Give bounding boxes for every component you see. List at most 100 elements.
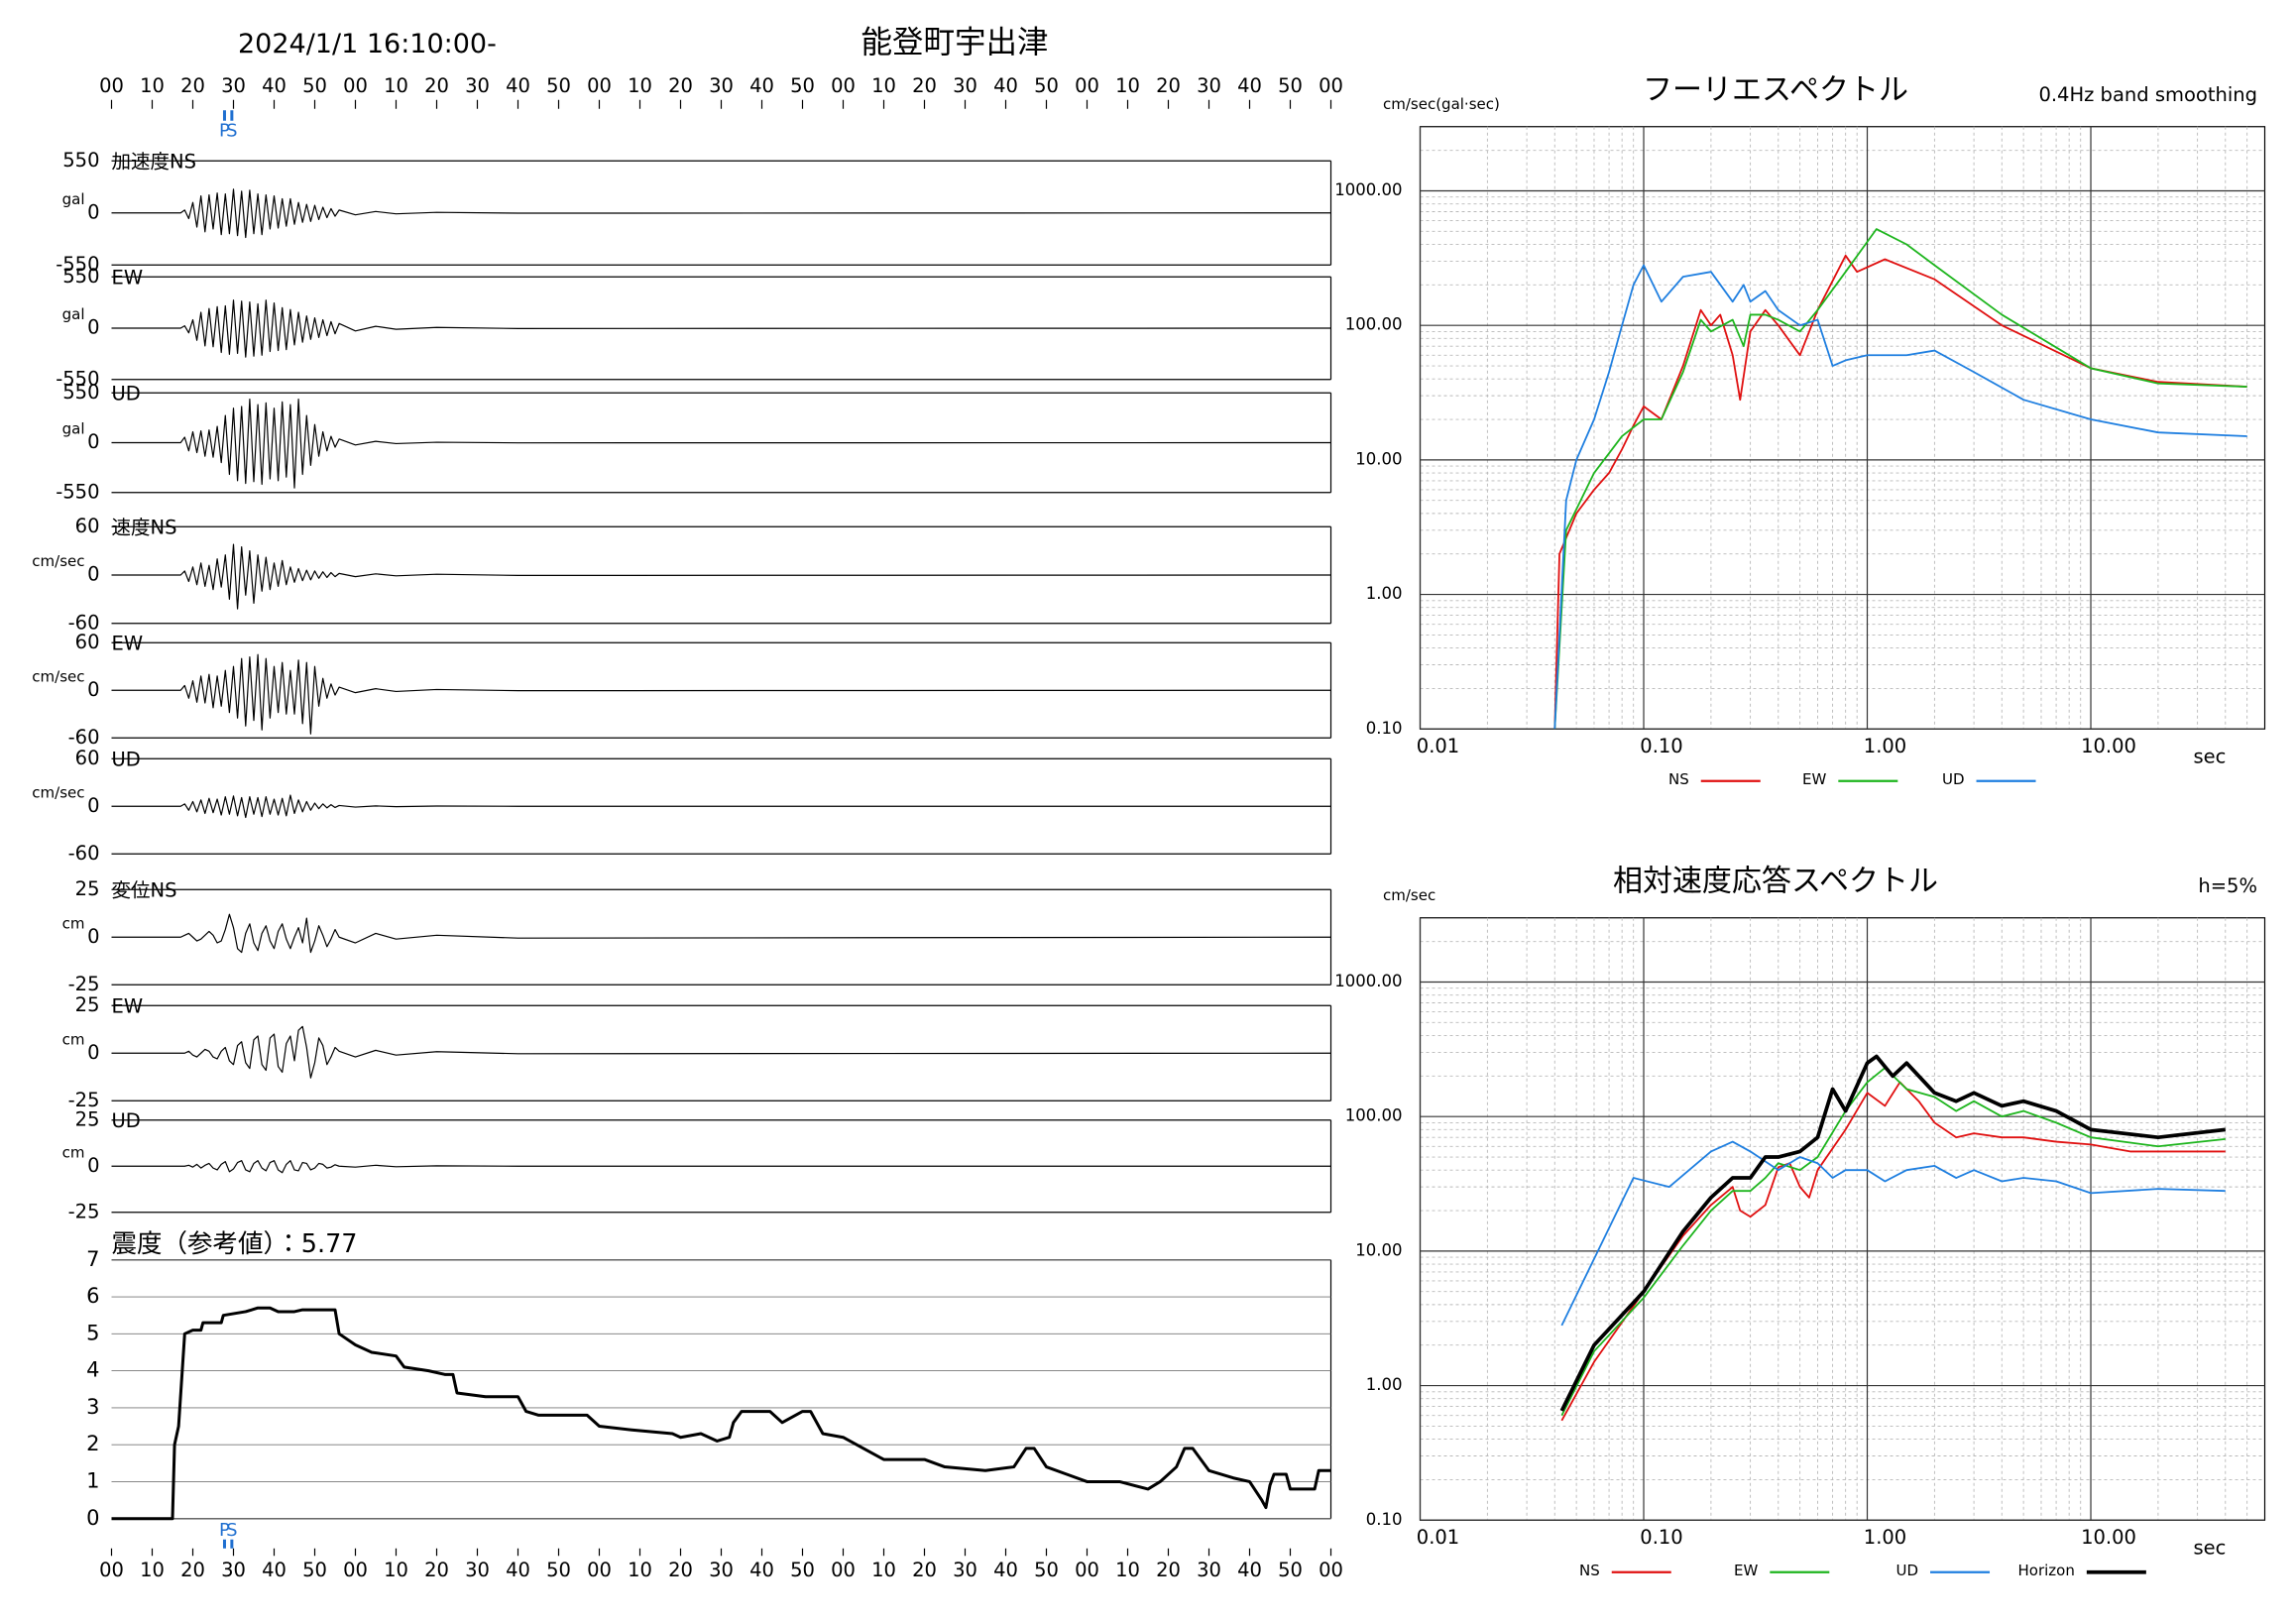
y-tick-label: 0 (87, 563, 99, 586)
y-tick-label: 0 (87, 1041, 99, 1064)
x-tick-label: 40 (993, 74, 1018, 97)
y-tick-label: 10.00 (1355, 449, 1402, 468)
y-tick-label: 100.00 (1345, 1106, 1403, 1125)
series-line (1560, 1081, 2226, 1422)
y-tick-label: 0 (87, 925, 99, 948)
y-tick-label: 6 (86, 1284, 99, 1308)
x-tick-label: 00 (1075, 1559, 1099, 1581)
chart-title: フーリエスペクトル (1643, 72, 1908, 107)
x-tick-label: 00 (1075, 74, 1099, 97)
x-tick-label: 00 (831, 1559, 856, 1581)
x-tick-label: 40 (993, 1559, 1018, 1581)
y-tick-label: 0 (87, 430, 99, 453)
trace (111, 913, 1331, 954)
x-tick-label: 00 (343, 74, 368, 97)
x-tick-label: 20 (424, 1559, 449, 1581)
chart-subtitle: 0.4Hz band smoothing (2038, 83, 2257, 106)
panel-title: EW (112, 994, 144, 1017)
x-tick-label: 1.00 (1864, 1526, 1906, 1549)
x-tick-label: 30 (709, 1559, 734, 1581)
x-tick-label: 20 (1156, 74, 1181, 97)
y-tick-label: 0.10 (1366, 719, 1403, 738)
x-tick-label: 10.00 (2081, 735, 2136, 757)
trace (111, 188, 1331, 239)
unit-label: gal (62, 305, 85, 323)
phase-label: P (219, 1520, 230, 1541)
x-tick-label: 1.00 (1864, 735, 1906, 757)
trace (111, 1306, 1331, 1521)
y-tick-label: -550 (56, 253, 99, 276)
y-tick-label: 550 (62, 265, 99, 288)
y-tick-label: 1000.00 (1334, 972, 1402, 990)
x-tick-label: 10.00 (2081, 1526, 2136, 1549)
panel-title: 加速度NS (112, 150, 196, 173)
x-tick-label: 20 (912, 1559, 937, 1581)
x-tick-label: 10 (1115, 74, 1140, 97)
x-tick-label: 0.10 (1640, 1526, 1682, 1549)
unit-label: cm (62, 914, 85, 932)
x-tick-label: 10 (140, 74, 165, 97)
x-tick-label: 50 (1034, 1559, 1059, 1581)
trace (111, 299, 1331, 358)
unit-label: gal (62, 190, 85, 208)
y-tick-label: 25 (75, 877, 100, 900)
phase-label: S (226, 1520, 237, 1541)
station-name: 能登町宇出津 (861, 25, 1048, 60)
x-tick-label: 50 (302, 74, 327, 97)
x-tick-label: 50 (790, 74, 815, 97)
x-tick-label: 10 (384, 1559, 408, 1581)
y-tick-label: 60 (75, 515, 100, 537)
x-tick-label: 50 (302, 1559, 327, 1581)
panel-title: EW (112, 632, 144, 654)
panel-title: UD (112, 748, 141, 770)
x-tick-label: 20 (1156, 1559, 1181, 1581)
x-tick-label: 40 (749, 74, 774, 97)
y-tick-label: 0 (87, 316, 99, 339)
x-tick-label: 30 (953, 1559, 977, 1581)
x-tick-label: 30 (1197, 1559, 1221, 1581)
series-line (1559, 1054, 2227, 1412)
x-tick-label: 50 (1278, 74, 1303, 97)
panel-title: EW (112, 266, 144, 289)
x-tick-label: 30 (465, 1559, 490, 1581)
unit-label: cm (62, 1143, 85, 1161)
x-tick-label: 00 (831, 74, 856, 97)
unit-label: cm (62, 1030, 85, 1048)
series-line (1560, 1140, 2226, 1327)
x-tick-label: 10 (1115, 1559, 1140, 1581)
x-tick-label: 10 (384, 74, 408, 97)
trace (111, 543, 1331, 610)
y-tick-label: 25 (75, 993, 100, 1016)
x-tick-label: 20 (912, 74, 937, 97)
legend-label: EW (1734, 1562, 1758, 1579)
legend-label: UD (1896, 1562, 1919, 1579)
trace (111, 399, 1331, 489)
x-tick-label: 40 (1237, 1559, 1262, 1581)
x-tick-label: 00 (99, 1559, 124, 1581)
legend-label: UD (1942, 770, 1965, 788)
trace (111, 794, 1331, 819)
x-tick-label: 0.10 (1640, 735, 1682, 757)
x-tick-label: 20 (668, 74, 693, 97)
x-tick-label: 50 (790, 1559, 815, 1581)
x-tick-label: 30 (709, 74, 734, 97)
trace (111, 653, 1331, 735)
legend-label: Horizon (2018, 1562, 2075, 1579)
plot-frame (1419, 917, 2266, 1521)
x-tick-label: 40 (262, 74, 287, 97)
y-axis-label: cm/sec (1383, 886, 1435, 904)
y-tick-label: -550 (56, 367, 99, 390)
x-tick-label: 20 (180, 74, 205, 97)
y-tick-label: 10.00 (1355, 1240, 1402, 1259)
x-tick-label: 40 (506, 1559, 530, 1581)
trace (111, 1160, 1331, 1174)
y-tick-label: 550 (62, 381, 99, 404)
x-tick-label: 00 (343, 1559, 368, 1581)
y-axis-label: cm/sec(gal·sec) (1383, 95, 1500, 113)
series-line (1553, 228, 2247, 730)
x-tick-label: 00 (587, 1559, 612, 1581)
x-tick-label: 0.01 (1417, 1526, 1459, 1549)
series-line (1553, 254, 2247, 730)
y-tick-label: 100.00 (1345, 315, 1403, 334)
